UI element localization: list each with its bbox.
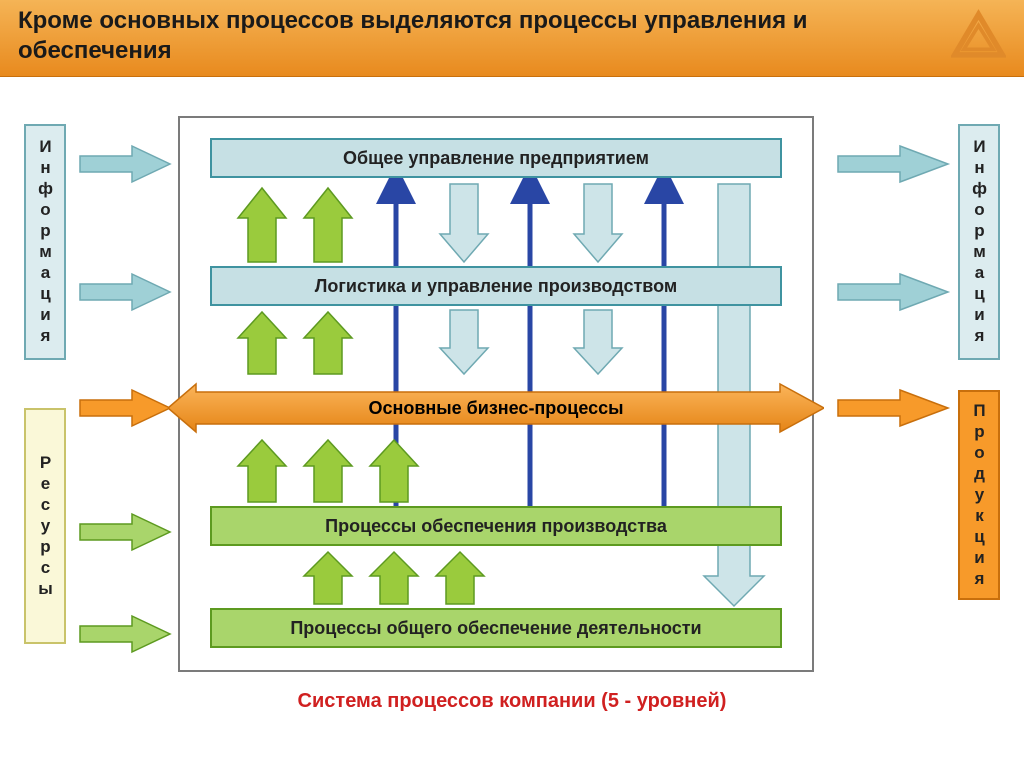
green-arrow-up — [238, 440, 286, 502]
caption-text: Система процессов компании (5 - уровней) — [298, 690, 727, 712]
green-arrow-up — [238, 312, 286, 374]
green-arrow-up — [304, 188, 352, 262]
io-arrow — [838, 274, 948, 310]
green-arrow-up — [238, 188, 286, 262]
green-arrow-up — [304, 440, 352, 502]
green-arrow-up — [304, 312, 352, 374]
lightblue-arrow-down — [440, 310, 488, 374]
green-arrow-up — [370, 552, 418, 604]
bar-level1: Общее управление предприятием — [210, 138, 782, 178]
bar-center-text: Основные бизнес-процессы — [168, 378, 824, 438]
io-arrow — [80, 274, 170, 310]
slide-title: Кроме основных процессов выделяются проц… — [18, 6, 888, 66]
bar-level1-text: Общее управление предприятием — [343, 148, 649, 169]
bar-level2: Логистика и управление производством — [210, 266, 782, 306]
bar-level4: Процессы обеспечения производства — [210, 506, 782, 546]
bar-level5-text: Процессы общего обеспечение деятельности — [290, 618, 701, 639]
green-arrow-up — [370, 440, 418, 502]
lightblue-arrow-down — [440, 184, 488, 262]
bar-center-arrow: Основные бизнес-процессы — [168, 378, 824, 438]
bar-level2-text: Логистика и управление производством — [315, 276, 677, 297]
io-arrow — [80, 514, 170, 550]
lightblue-arrow-down — [574, 310, 622, 374]
slide-header: Кроме основных процессов выделяются проц… — [0, 0, 1024, 77]
green-arrow-up — [304, 552, 352, 604]
io-arrow — [80, 616, 170, 652]
io-arrow — [80, 390, 170, 426]
diagram-canvas: Информация Ресурсы Информация Продукция — [0, 100, 1024, 740]
io-arrow — [838, 390, 948, 426]
caption: Система процессов компании (5 - уровней) — [0, 690, 1024, 713]
lightblue-arrow-down — [574, 184, 622, 262]
bar-level5: Процессы общего обеспечение деятельности — [210, 608, 782, 648]
io-arrow — [80, 146, 170, 182]
io-arrow — [838, 146, 948, 182]
penrose-logo-icon — [951, 9, 1006, 64]
bar-level4-text: Процессы обеспечения производства — [325, 516, 667, 537]
green-arrow-up — [436, 552, 484, 604]
